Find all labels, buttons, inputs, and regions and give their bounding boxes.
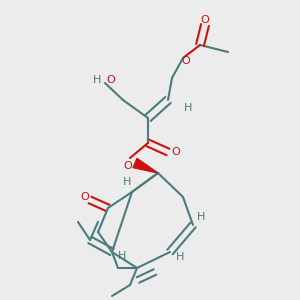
Text: O: O [201, 15, 209, 25]
Text: O: O [106, 75, 116, 85]
Text: H: H [123, 177, 131, 187]
Text: H: H [93, 75, 101, 85]
Text: O: O [81, 192, 89, 202]
Text: H: H [176, 252, 184, 262]
Text: H: H [197, 212, 205, 222]
Text: O: O [124, 161, 132, 171]
Text: O: O [182, 56, 190, 66]
Text: H: H [184, 103, 192, 113]
Text: H: H [118, 251, 126, 261]
Polygon shape [133, 158, 158, 173]
Text: O: O [172, 147, 180, 157]
